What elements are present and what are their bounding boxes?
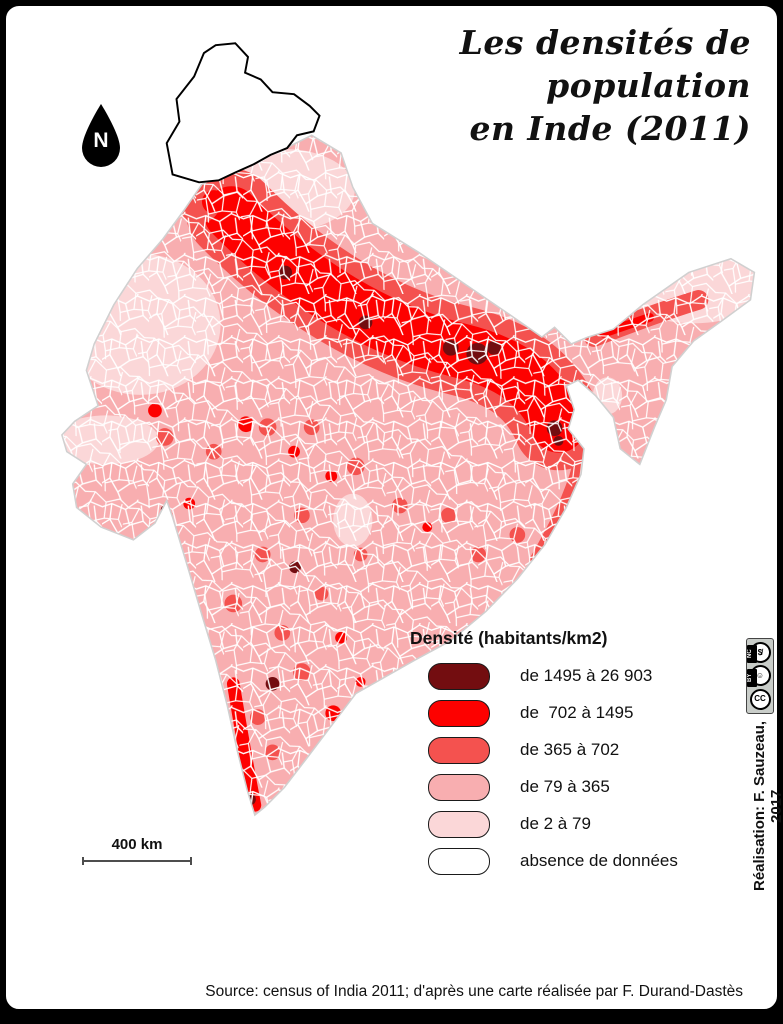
- legend-swatch: [428, 810, 490, 838]
- scale-bar: 400 km: [82, 836, 192, 865]
- legend-row: de 365 à 702: [410, 736, 710, 764]
- india-outline: [61, 134, 756, 817]
- legend-row: de 2 à 79: [410, 810, 710, 838]
- cc-logo-icon: CC: [749, 688, 771, 710]
- cc-nc-label: NC: [747, 645, 757, 663]
- legend-row: absence de données: [410, 847, 710, 875]
- legend-row: de 79 à 365: [410, 773, 710, 801]
- legend-row: de 702 à 1495: [410, 699, 710, 727]
- legend-swatch: [428, 773, 490, 801]
- legend-label: de 702 à 1495: [520, 703, 634, 722]
- north-arrow-icon: N: [80, 102, 122, 168]
- legend-swatch: [428, 699, 490, 727]
- map-title: Les densités de population en Inde (2011…: [291, 22, 751, 151]
- cc-by-label: BY: [747, 669, 757, 687]
- legend-label: de 1495 à 26 903: [520, 666, 653, 685]
- attribution-text: Réalisation: F. Sauzeau, 2017: [751, 720, 783, 892]
- map-title-line2: en Inde (2011): [469, 108, 751, 148]
- legend-label: de 365 à 702: [520, 740, 620, 759]
- legend-swatch: [428, 736, 490, 764]
- north-arrow-label: N: [93, 129, 109, 152]
- cc-license-badge: NC BY $̸ ☺ CC: [746, 638, 774, 714]
- source-credit: Source: census of India 2011; d'après un…: [205, 983, 743, 1000]
- legend-swatch: [428, 662, 490, 690]
- legend-label: absence de données: [520, 851, 678, 870]
- legend-label: de 79 à 365: [520, 777, 610, 796]
- map-card: Les densités de population en Inde (2011…: [4, 4, 783, 1011]
- legend-title: Densité (habitants/km2): [410, 628, 608, 648]
- legend-label: de 2 à 79: [520, 814, 591, 833]
- scale-bar-label: 400 km: [111, 836, 163, 853]
- map-title-line1: Les densités de population: [459, 23, 751, 105]
- scale-bar-line: [82, 857, 192, 865]
- india-density-map: [61, 42, 756, 817]
- legend-row: de 1495 à 26 903: [410, 662, 710, 690]
- legend-swatch: [428, 847, 490, 875]
- legend: Densité (habitants/km2) de 1495 à 26 903…: [410, 628, 710, 885]
- kashmir-no-data-region: [165, 42, 321, 184]
